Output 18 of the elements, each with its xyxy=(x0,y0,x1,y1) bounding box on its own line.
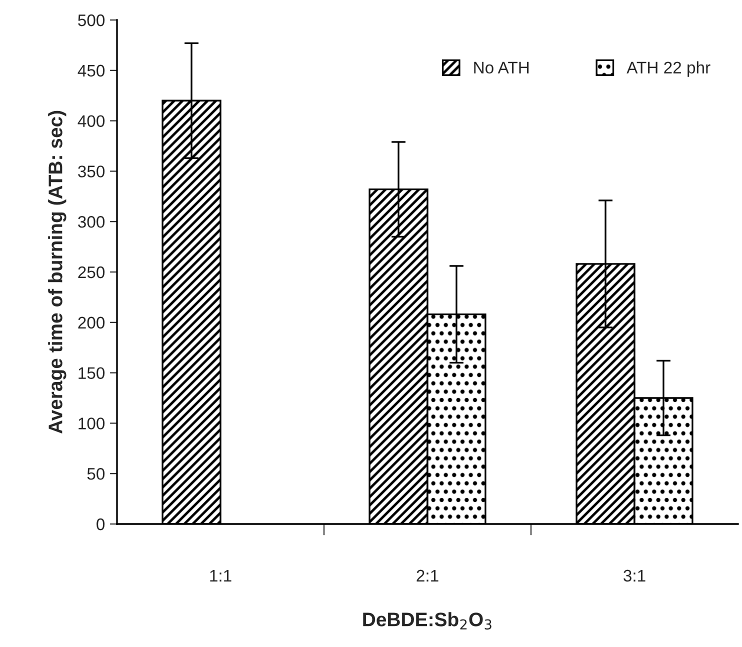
y-tick-label: 500 xyxy=(78,14,105,26)
y-tick-label: 350 xyxy=(78,166,105,178)
y-tick-label: 400 xyxy=(78,115,105,128)
y-tick-label: 300 xyxy=(78,216,105,228)
y-tick-label: 450 xyxy=(78,64,105,77)
y-tick-label: 250 xyxy=(78,266,105,278)
x-axis-title: DeBDE:Sb$_{2}$O$_{3}$ xyxy=(363,612,492,630)
y-tick-label: 100 xyxy=(78,418,105,430)
y-tick-label: 200 xyxy=(78,316,105,329)
y-tick-label: 150 xyxy=(78,367,105,380)
y-tick-label: 50 xyxy=(87,468,105,480)
x-tick-label: 3:1 xyxy=(624,570,646,582)
legend-label: No ATH xyxy=(474,62,529,74)
legend-label: ATH 22 phr xyxy=(626,61,710,77)
x-tick-label: 2:1 xyxy=(416,570,438,582)
y-axis-title: Average time of burning (ATB: sec) xyxy=(48,110,66,434)
y-tick-label: 0 xyxy=(96,518,105,530)
x-tick-label: 1:1 xyxy=(210,570,232,582)
